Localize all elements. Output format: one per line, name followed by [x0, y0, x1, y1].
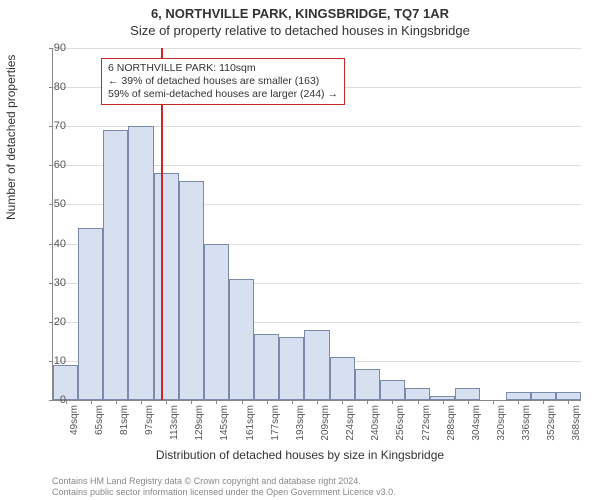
ytick-label: 10	[42, 355, 66, 367]
xtick-label: 320sqm	[496, 405, 507, 441]
ytick-label: 60	[42, 159, 66, 171]
histogram-bar	[531, 392, 556, 400]
xtick-mark	[493, 400, 494, 404]
xtick-label: 129sqm	[194, 405, 205, 441]
xtick-mark	[468, 400, 469, 404]
ytick-label: 80	[42, 81, 66, 93]
histogram-bar	[355, 369, 380, 400]
histogram-bar	[279, 337, 304, 400]
histogram-bar	[103, 130, 128, 400]
xtick-label: 352sqm	[546, 405, 557, 441]
attribution-line-2: Contains public sector information licen…	[52, 487, 396, 498]
xtick-label: 193sqm	[295, 405, 306, 441]
xtick-mark	[342, 400, 343, 404]
histogram-bar	[380, 380, 405, 400]
chart-container: 6, NORTHVILLE PARK, KINGSBRIDGE, TQ7 1AR…	[0, 0, 600, 500]
histogram-bar	[154, 173, 179, 400]
xtick-label: 97sqm	[144, 405, 155, 435]
histogram-bar	[330, 357, 355, 400]
ytick-label: 30	[42, 277, 66, 289]
xtick-mark	[392, 400, 393, 404]
xtick-mark	[242, 400, 243, 404]
xtick-label: 209sqm	[320, 405, 331, 441]
xtick-label: 161sqm	[245, 405, 256, 441]
xtick-mark	[543, 400, 544, 404]
ytick-label: 70	[42, 120, 66, 132]
page-title-address: 6, NORTHVILLE PARK, KINGSBRIDGE, TQ7 1AR	[0, 0, 600, 21]
xtick-mark	[141, 400, 142, 404]
annotation-line-2: ← 39% of detached houses are smaller (16…	[108, 75, 338, 88]
xtick-mark	[518, 400, 519, 404]
xtick-label: 368sqm	[571, 405, 582, 441]
page-title-description: Size of property relative to detached ho…	[0, 21, 600, 38]
xtick-label: 288sqm	[446, 405, 457, 441]
xtick-mark	[216, 400, 217, 404]
xtick-label: 240sqm	[370, 405, 381, 441]
xtick-label: 256sqm	[395, 405, 406, 441]
xtick-mark	[116, 400, 117, 404]
annotation-line-1: 6 NORTHVILLE PARK: 110sqm	[108, 62, 338, 75]
attribution-line-1: Contains HM Land Registry data © Crown c…	[52, 476, 396, 487]
xtick-label: 304sqm	[471, 405, 482, 441]
xtick-mark	[317, 400, 318, 404]
xtick-label: 224sqm	[345, 405, 356, 441]
xtick-label: 272sqm	[421, 405, 432, 441]
xtick-mark	[166, 400, 167, 404]
ytick-label: 90	[42, 42, 66, 54]
histogram-bar	[304, 330, 329, 400]
xtick-mark	[568, 400, 569, 404]
xtick-label: 65sqm	[94, 405, 105, 435]
histogram-bar	[204, 244, 229, 400]
xtick-mark	[191, 400, 192, 404]
histogram-bar	[78, 228, 103, 400]
y-axis-label: Number of detached properties	[4, 55, 18, 220]
xtick-mark	[443, 400, 444, 404]
ytick-label: 50	[42, 198, 66, 210]
histogram-bar	[506, 392, 531, 400]
attribution-text: Contains HM Land Registry data © Crown c…	[52, 476, 396, 498]
ytick-label: 20	[42, 316, 66, 328]
histogram-bar	[229, 279, 254, 400]
xtick-label: 145sqm	[219, 405, 230, 441]
xtick-label: 177sqm	[270, 405, 281, 441]
xtick-label: 49sqm	[69, 405, 80, 435]
ytick-label: 0	[42, 394, 66, 406]
ytick-label: 40	[42, 238, 66, 250]
xtick-mark	[292, 400, 293, 404]
histogram-bar	[556, 392, 581, 400]
xtick-mark	[418, 400, 419, 404]
histogram-bar	[128, 126, 153, 400]
histogram-bar	[179, 181, 204, 400]
x-axis-label: Distribution of detached houses by size …	[0, 448, 600, 462]
gridline	[53, 48, 581, 49]
xtick-mark	[267, 400, 268, 404]
xtick-label: 336sqm	[521, 405, 532, 441]
xtick-label: 113sqm	[169, 405, 180, 440]
histogram-bar	[455, 388, 480, 400]
annotation-line-3: 59% of semi-detached houses are larger (…	[108, 88, 338, 101]
annotation-callout: 6 NORTHVILLE PARK: 110sqm ← 39% of detac…	[101, 58, 345, 105]
xtick-mark	[91, 400, 92, 404]
histogram-bar	[405, 388, 430, 400]
xtick-mark	[367, 400, 368, 404]
histogram-plot: 6 NORTHVILLE PARK: 110sqm ← 39% of detac…	[52, 48, 581, 401]
histogram-bar	[254, 334, 279, 400]
xtick-label: 81sqm	[119, 405, 130, 435]
